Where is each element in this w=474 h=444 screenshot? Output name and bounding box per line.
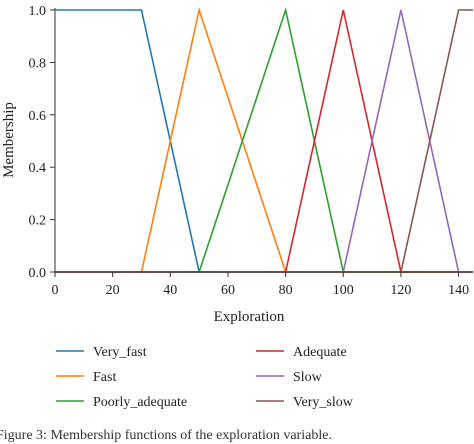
x-tick-label: 40 [163,283,177,298]
legend: Very_fast Fast Poorly_adequate Adequate Slow… [56,345,354,410]
y-axis-label: Membership [1,102,17,178]
y-tick-label: 1.0 [29,4,47,19]
x-tick-label: 80 [279,283,293,298]
x-tick-label: 120 [390,283,411,298]
y-tick-label: 0.8 [29,56,47,71]
x-axis-label: Exploration [214,309,285,325]
y-tick-label: 0.4 [29,161,47,176]
legend-label-poorly-adequate: Poorly_adequate [93,395,187,410]
x-tick-label: 0 [52,283,59,298]
axes [54,8,473,273]
y-tick-label: 0.2 [29,214,47,229]
x-tick-label: 60 [221,283,235,298]
x-tick-label: 100 [333,283,354,298]
figure-caption: Figure 3: Membership functions of the ex… [0,428,332,443]
legend-label-very-fast: Very_fast [93,345,147,360]
x-tick-label: 20 [106,283,120,298]
legend-label-slow: Slow [293,370,323,385]
plot-lines [55,6,473,273]
y-tick-label: 0.0 [29,266,47,281]
y-tick-label: 0.6 [29,109,47,124]
legend-label-very-slow: Very_slow [293,395,354,410]
legend-label-adequate: Adequate [293,345,347,360]
x-tick-label: 140 [448,283,469,298]
legend-label-fast: Fast [93,370,116,385]
ticks: 0 20 40 60 80 100 120 140 0.0 0.2 0.4 0.6 0.8 1.0 [29,4,470,298]
